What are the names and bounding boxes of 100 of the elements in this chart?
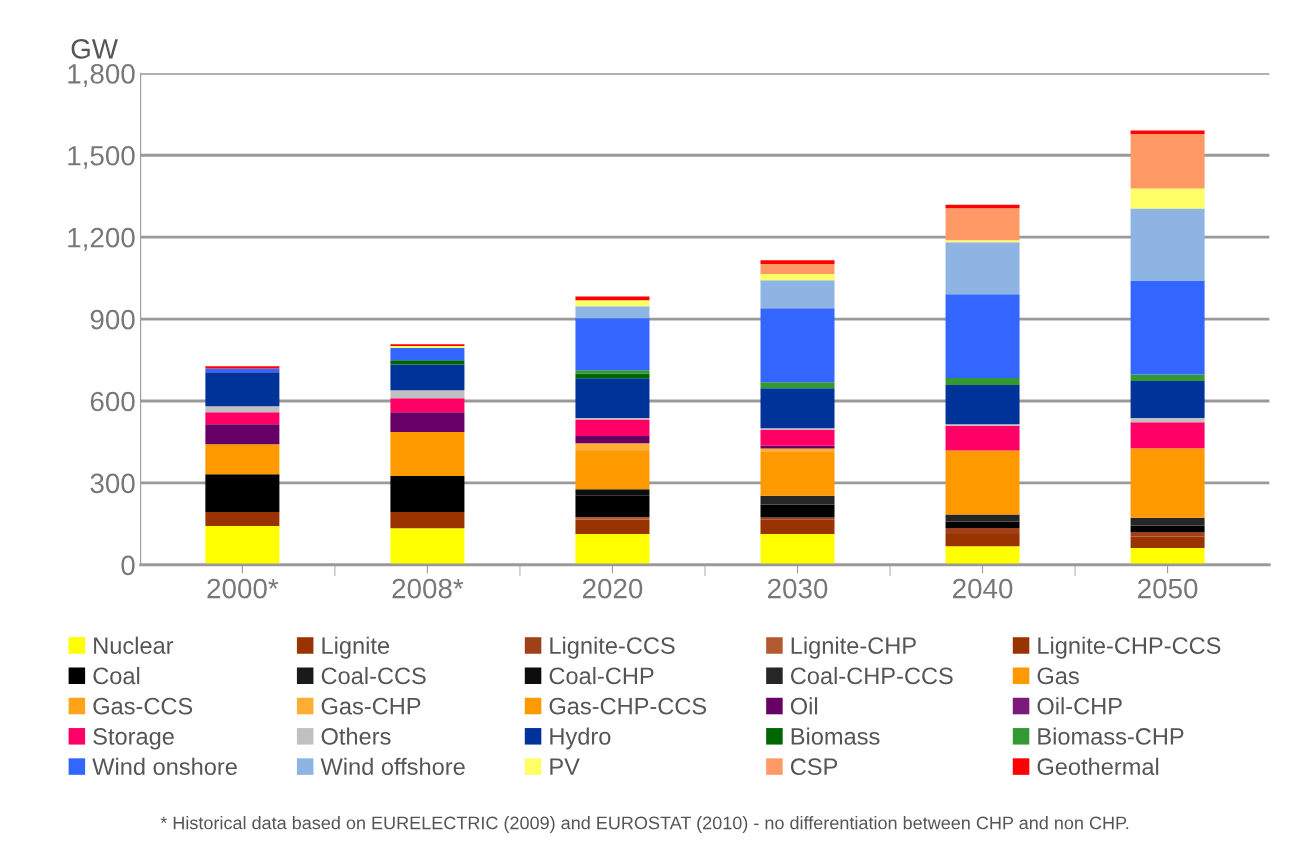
y-axis-title: GW xyxy=(71,39,118,59)
bar xyxy=(575,533,650,565)
bar xyxy=(945,378,1020,385)
legend-label: Lignite-CHP-CCS xyxy=(1038,636,1221,659)
bar xyxy=(945,208,1020,241)
bar xyxy=(1130,133,1205,189)
bar xyxy=(760,382,835,389)
x-tick-label: 2020 xyxy=(582,578,643,599)
legend-label: Oil xyxy=(790,697,818,715)
y-tick-label: 0 xyxy=(121,555,135,576)
legend-label: Hydro xyxy=(550,727,611,750)
bar xyxy=(945,425,1020,451)
x-tick-label: 2008* xyxy=(392,578,464,599)
bar xyxy=(1130,517,1205,526)
y-tick-label: 600 xyxy=(90,391,135,412)
bar xyxy=(760,451,835,496)
legend-label: Wind onshore xyxy=(92,757,237,776)
bar xyxy=(575,450,650,490)
bar xyxy=(1130,381,1205,418)
legend-label: Lignite-CCS xyxy=(550,636,675,659)
bar xyxy=(390,390,465,399)
bar xyxy=(945,533,1020,547)
legend-label: PV xyxy=(550,758,580,775)
bar xyxy=(1130,532,1205,537)
bar xyxy=(575,318,650,371)
x-tick-label: 2040 xyxy=(953,578,1013,599)
legend-label: Storage xyxy=(93,728,174,750)
bar xyxy=(205,412,280,425)
bar xyxy=(760,504,835,518)
bar xyxy=(1130,525,1205,533)
bar xyxy=(205,444,280,475)
bar xyxy=(945,521,1020,528)
bar xyxy=(760,429,835,446)
bar xyxy=(945,450,1020,515)
legend-label: Lignite-CHP xyxy=(791,636,916,659)
bar xyxy=(205,406,280,413)
bar xyxy=(575,519,650,534)
legend-label: Coal-CCS xyxy=(321,666,426,685)
bar xyxy=(1130,422,1205,449)
legend-label: Wind offshore xyxy=(320,757,465,776)
legend-label: Coal xyxy=(93,666,140,685)
bar xyxy=(575,495,650,518)
bar xyxy=(760,263,835,275)
bar xyxy=(760,388,835,429)
x-tick-label: 2050 xyxy=(1138,578,1198,599)
bar xyxy=(945,384,1020,425)
y-tick-label: 1,500 xyxy=(68,145,135,169)
bar xyxy=(945,240,1020,243)
legend-label: Coal-CHP-CCS xyxy=(790,666,953,685)
bar xyxy=(575,370,650,374)
legend-label: CSP xyxy=(790,758,838,776)
text: * Historical data based on EURELECTRIC (2009) and EUROSTAT (2010) - no differentiation between CHP and non CHP. xyxy=(160,816,1129,833)
bar xyxy=(945,242,1020,295)
y-tick-label: 1,800 xyxy=(68,64,135,87)
legend-label: Geothermal xyxy=(1037,757,1159,776)
bar xyxy=(390,360,465,365)
bar xyxy=(575,489,650,496)
bar xyxy=(390,398,465,413)
bar xyxy=(205,512,280,527)
bar xyxy=(205,424,280,445)
legend-label: Gas-CHP-CCS xyxy=(549,697,707,715)
legend-label: Gas-CCS xyxy=(93,697,193,715)
bar xyxy=(945,294,1020,379)
y-tick-label: 1,200 xyxy=(68,227,135,251)
bar xyxy=(205,474,280,513)
legend-label: Lignite xyxy=(322,636,390,659)
bar xyxy=(390,512,465,529)
legend-label: Others xyxy=(321,727,391,745)
bar xyxy=(760,495,835,505)
bar xyxy=(760,260,835,264)
bar xyxy=(1130,536,1205,548)
bar xyxy=(575,300,650,307)
bar xyxy=(575,306,650,319)
bar xyxy=(1130,417,1205,423)
legend-label: Nuclear xyxy=(94,636,174,654)
legend-label: Coal-CHP xyxy=(549,666,654,685)
x-tick-label: 2000* xyxy=(207,578,279,599)
bar xyxy=(390,348,465,361)
legend-label: Gas xyxy=(1037,667,1079,685)
bar xyxy=(760,274,835,281)
bar xyxy=(205,372,280,407)
bar xyxy=(1130,208,1205,281)
bar xyxy=(760,533,835,565)
bar xyxy=(1130,374,1205,382)
bar xyxy=(205,368,280,373)
y-tick-label: 900 xyxy=(90,309,135,330)
bar xyxy=(390,364,465,391)
bar xyxy=(205,526,280,565)
bar xyxy=(760,517,835,520)
bar xyxy=(390,528,465,565)
x-tick-label: 2030 xyxy=(768,578,828,599)
bar xyxy=(760,280,835,309)
bar xyxy=(575,419,650,436)
bar xyxy=(945,527,1020,534)
bar xyxy=(1130,188,1205,209)
legend-label: Biomass xyxy=(791,727,880,745)
bar xyxy=(390,412,465,433)
bar xyxy=(1130,280,1205,375)
bar xyxy=(575,296,650,301)
bar xyxy=(575,517,650,520)
